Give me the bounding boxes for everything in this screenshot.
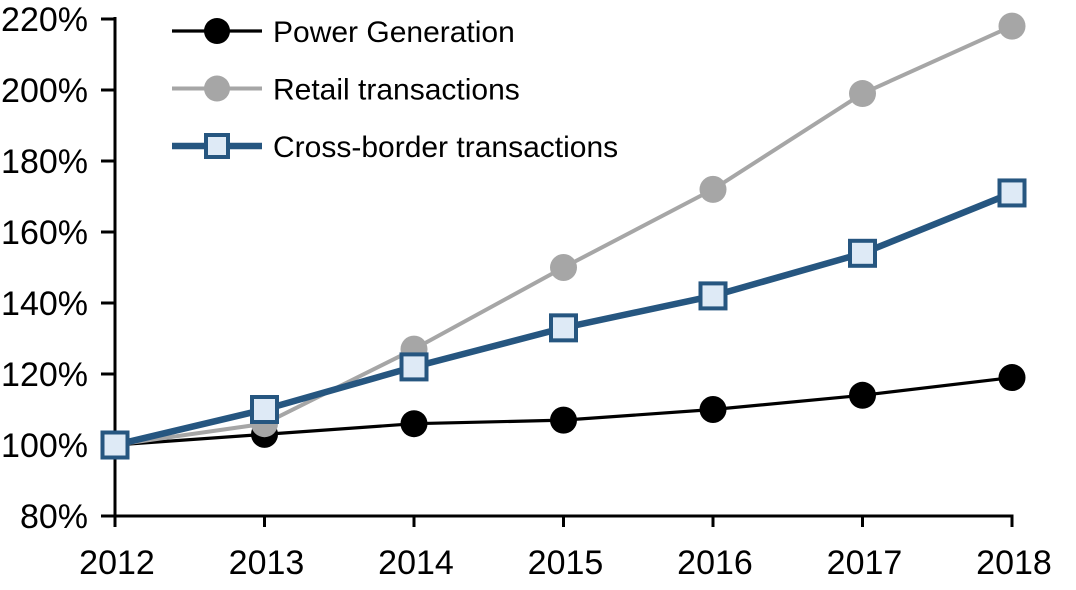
legend-marker [204, 133, 230, 159]
legend-marker [204, 18, 230, 44]
data-point-marker [100, 430, 130, 460]
data-point-marker [998, 364, 1026, 392]
x-tick-label: 2014 [378, 544, 454, 582]
data-point-marker [848, 238, 877, 268]
data-point-marker [849, 381, 876, 409]
x-tick-label: 2015 [528, 544, 604, 582]
legend: Power Generation Retail transactions Cross… [172, 16, 618, 164]
legend-item-cross-border-transactions: Cross-border transactions [172, 131, 618, 164]
data-point-marker [400, 410, 428, 438]
y-tick-label: 140% [1, 285, 88, 323]
y-tick-label: 220% [1, 1, 88, 39]
data-point-marker [698, 281, 728, 311]
x-tick-label: 2018 [976, 544, 1052, 582]
legend-label: Power Generation [273, 16, 515, 49]
x-tick-label: 2017 [827, 544, 903, 582]
data-point-marker [549, 313, 578, 343]
data-point-marker [997, 178, 1027, 208]
data-point-marker [998, 12, 1026, 40]
legend-label: Retail transactions [273, 74, 520, 107]
series-cross-border-transactions [100, 178, 1027, 460]
legend-marker [204, 75, 230, 102]
x-tick-label: 2016 [677, 544, 753, 582]
data-point-marker [550, 254, 577, 281]
x-tick-label: 2013 [229, 544, 305, 582]
y-tick-label: 180% [1, 143, 88, 181]
legend-item-power-generation: Power Generation [172, 16, 515, 49]
x-tick-label: 2012 [79, 544, 155, 582]
data-point-marker [550, 406, 577, 434]
data-point-marker [399, 352, 429, 382]
y-tick-label: 80% [20, 498, 88, 536]
series-power-generation [101, 364, 1026, 459]
y-tick-label: 160% [1, 214, 88, 252]
y-tick-label: 100% [1, 427, 88, 465]
y-tick-label: 120% [1, 356, 88, 394]
legend-label: Cross-border transactions [273, 131, 618, 164]
data-point-marker [699, 396, 727, 423]
data-point-marker [250, 395, 279, 424]
data-point-marker [699, 175, 727, 203]
legend-item-retail-transactions: Retail transactions [172, 74, 520, 107]
y-tick-label: 200% [1, 72, 88, 110]
data-point-marker [849, 80, 876, 108]
